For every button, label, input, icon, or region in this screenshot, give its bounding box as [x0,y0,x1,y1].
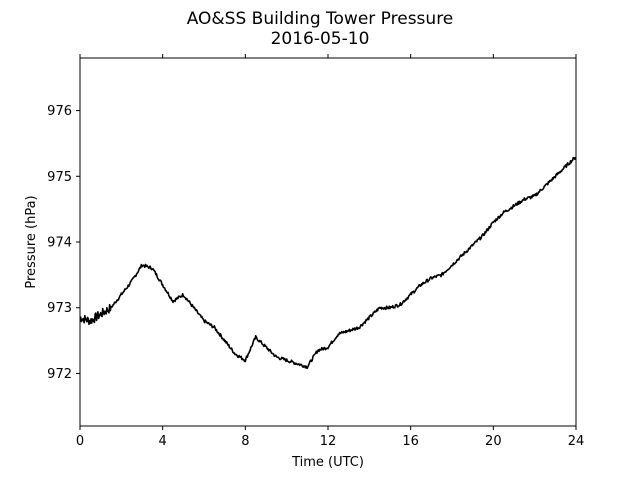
x-tick-label: 4 [159,434,167,449]
pressure-line [79,156,577,370]
y-axis-ticks: 972 973 974 975 976 [47,104,80,382]
x-tick-label: 16 [402,434,419,449]
x-tick-label: 0 [76,434,84,449]
y-tick-label: 975 [47,170,72,185]
x-axis-label: Time (UTC) [291,455,364,470]
chart-subtitle: 2016-05-10 [271,29,370,49]
x-axis-ticks: 0 4 8 12 16 20 24 [76,54,584,449]
plot-frame [79,57,577,427]
chart-title: AO&SS Building Tower Pressure [187,9,454,29]
x-tick-label: 24 [568,434,585,449]
y-tick-label: 972 [47,367,72,382]
plot-area [79,57,577,427]
y-tick-label: 973 [47,301,72,316]
x-tick-label: 12 [320,434,337,449]
y-axis-label: Pressure (hPa) [24,195,39,288]
y-tick-label: 976 [47,104,72,119]
y-tick-label: 974 [47,236,72,251]
x-tick-label: 20 [485,434,502,449]
x-tick-label: 8 [241,434,249,449]
